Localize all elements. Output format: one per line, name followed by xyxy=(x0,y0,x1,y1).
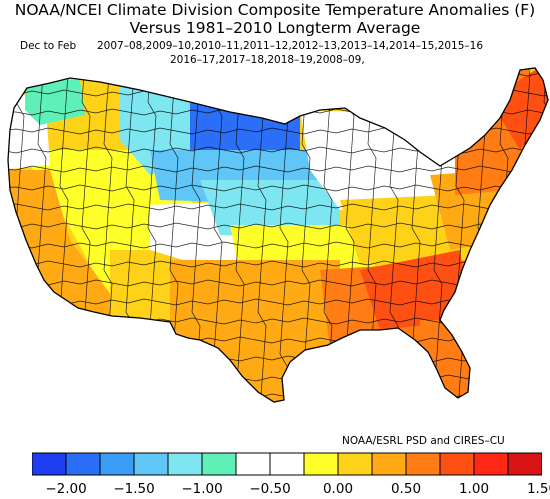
legend-tick-label: 0.00 xyxy=(322,481,354,497)
legend-swatch xyxy=(405,452,441,476)
legend-swatch xyxy=(167,452,203,476)
legend-swatch xyxy=(439,452,475,476)
legend-swatch xyxy=(507,452,542,476)
legend-tick-label: −1.50 xyxy=(113,481,155,497)
us-outline xyxy=(7,67,549,403)
legend-swatch xyxy=(201,452,237,476)
legend-tick-label: −2.00 xyxy=(45,481,87,497)
legend-tick-label: −1.00 xyxy=(181,481,223,497)
credit-text: NOAA/ESRL PSD and CIRES–CU xyxy=(342,435,505,447)
legend-swatch xyxy=(473,452,509,476)
season-label: Dec to Feb xyxy=(20,40,77,52)
legend-tick-label: 1.00 xyxy=(458,481,490,497)
legend-swatch xyxy=(133,452,169,476)
legend-tick-label: 0.50 xyxy=(390,481,422,497)
legend-swatch xyxy=(303,452,339,476)
legend-swatch xyxy=(32,452,67,476)
title-line-2: Versus 1981–2010 Longterm Average xyxy=(129,19,421,37)
legend-swatch xyxy=(371,452,407,476)
legend-swatch xyxy=(269,452,305,476)
years-line-2: 2016–17,2017–18,2018–19,2008–09, xyxy=(170,54,365,66)
color-legend-bar xyxy=(32,452,542,476)
title-line-1: NOAA/NCEI Climate Division Composite Tem… xyxy=(14,1,536,19)
legend-tick-label: −0.50 xyxy=(249,481,291,497)
years-line-1: 2007–08,2009–10,2010–11,2011–12,2012–13,… xyxy=(97,40,484,52)
legend-tick-label: 1.50 xyxy=(526,481,550,497)
legend-swatch xyxy=(99,452,135,476)
region-carolinas xyxy=(360,250,470,330)
legend-swatch xyxy=(65,452,101,476)
legend-swatch xyxy=(235,452,271,476)
legend-swatch xyxy=(337,452,373,476)
